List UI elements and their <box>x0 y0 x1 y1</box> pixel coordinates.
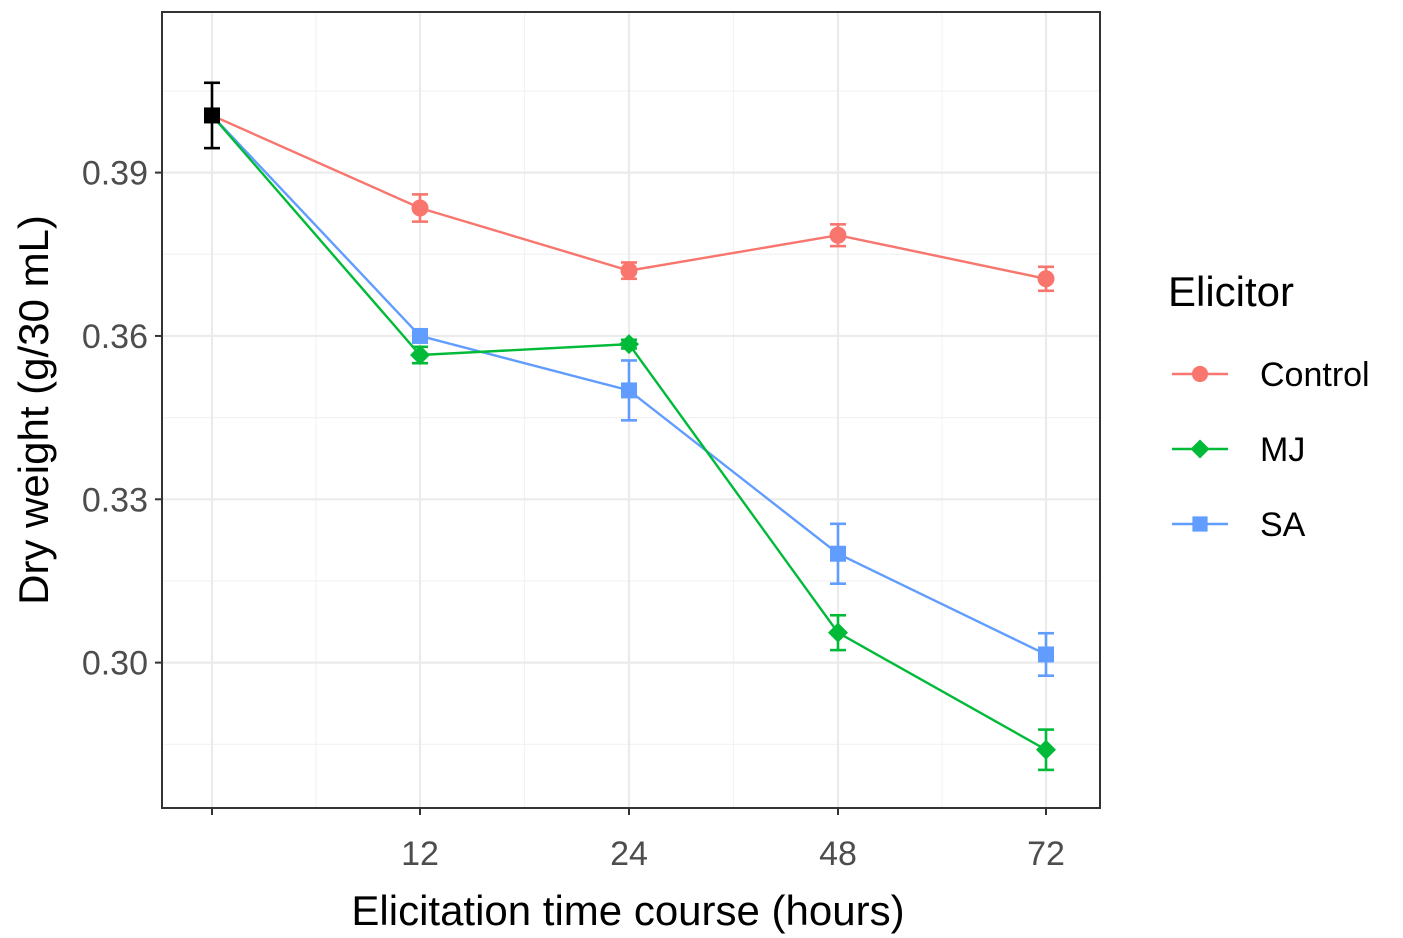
legend-key-marker-mj <box>1190 439 1210 459</box>
panel-border <box>161 11 1101 809</box>
legend-items: Control MJ SA <box>1172 356 1370 544</box>
series-baseline <box>204 81 220 150</box>
x-tick-label: 48 <box>819 835 857 873</box>
data-point-control <box>411 199 429 217</box>
data-point-control <box>1037 270 1055 288</box>
legend-item-sa: SA <box>1172 506 1306 544</box>
data-point-mj <box>828 622 848 643</box>
y-tick-label: 0.39 <box>82 155 148 193</box>
legend: Elicitor Control MJ SA <box>1168 268 1370 544</box>
x-axis-ticks: 12 24 48 72 <box>211 808 1065 873</box>
data-point-control <box>829 226 847 244</box>
y-axis-ticks: 0.30 0.33 0.36 0.39 <box>82 155 162 683</box>
legend-title: Elicitor <box>1168 268 1294 315</box>
y-tick-label: 0.36 <box>82 318 148 356</box>
legend-label-control: Control <box>1260 356 1370 394</box>
legend-item-mj: MJ <box>1172 431 1305 469</box>
y-tick-label: 0.30 <box>82 645 148 683</box>
data-point-mj <box>619 334 639 355</box>
legend-label-mj: MJ <box>1260 431 1305 469</box>
y-tick-label: 0.33 <box>82 481 148 519</box>
x-axis-title: Elicitation time course (hours) <box>351 887 904 934</box>
data-point-sa <box>1038 646 1054 663</box>
series-control <box>211 114 1055 293</box>
data-point-mj <box>1036 739 1056 760</box>
series-layer <box>204 81 1056 772</box>
data-point-sa <box>621 382 637 399</box>
series-sa <box>211 114 1054 677</box>
data-point-sa <box>830 545 846 562</box>
data-point-control <box>620 262 638 280</box>
x-tick-label: 12 <box>401 835 439 873</box>
data-point-baseline <box>204 107 220 124</box>
minor-gridlines <box>162 12 1100 808</box>
legend-label-sa: SA <box>1260 506 1306 544</box>
x-tick-label: 72 <box>1027 835 1065 873</box>
legend-key-marker-sa <box>1192 516 1208 532</box>
legend-item-control: Control <box>1172 356 1370 394</box>
data-point-sa <box>412 327 428 344</box>
legend-key-marker-control <box>1191 365 1209 383</box>
major-gridlines <box>162 12 1100 808</box>
series-mj <box>211 114 1056 772</box>
data-point-mj <box>410 345 430 366</box>
x-tick-label: 24 <box>610 835 648 873</box>
y-axis-title: Dry weight (g/30 mL) <box>10 215 57 605</box>
